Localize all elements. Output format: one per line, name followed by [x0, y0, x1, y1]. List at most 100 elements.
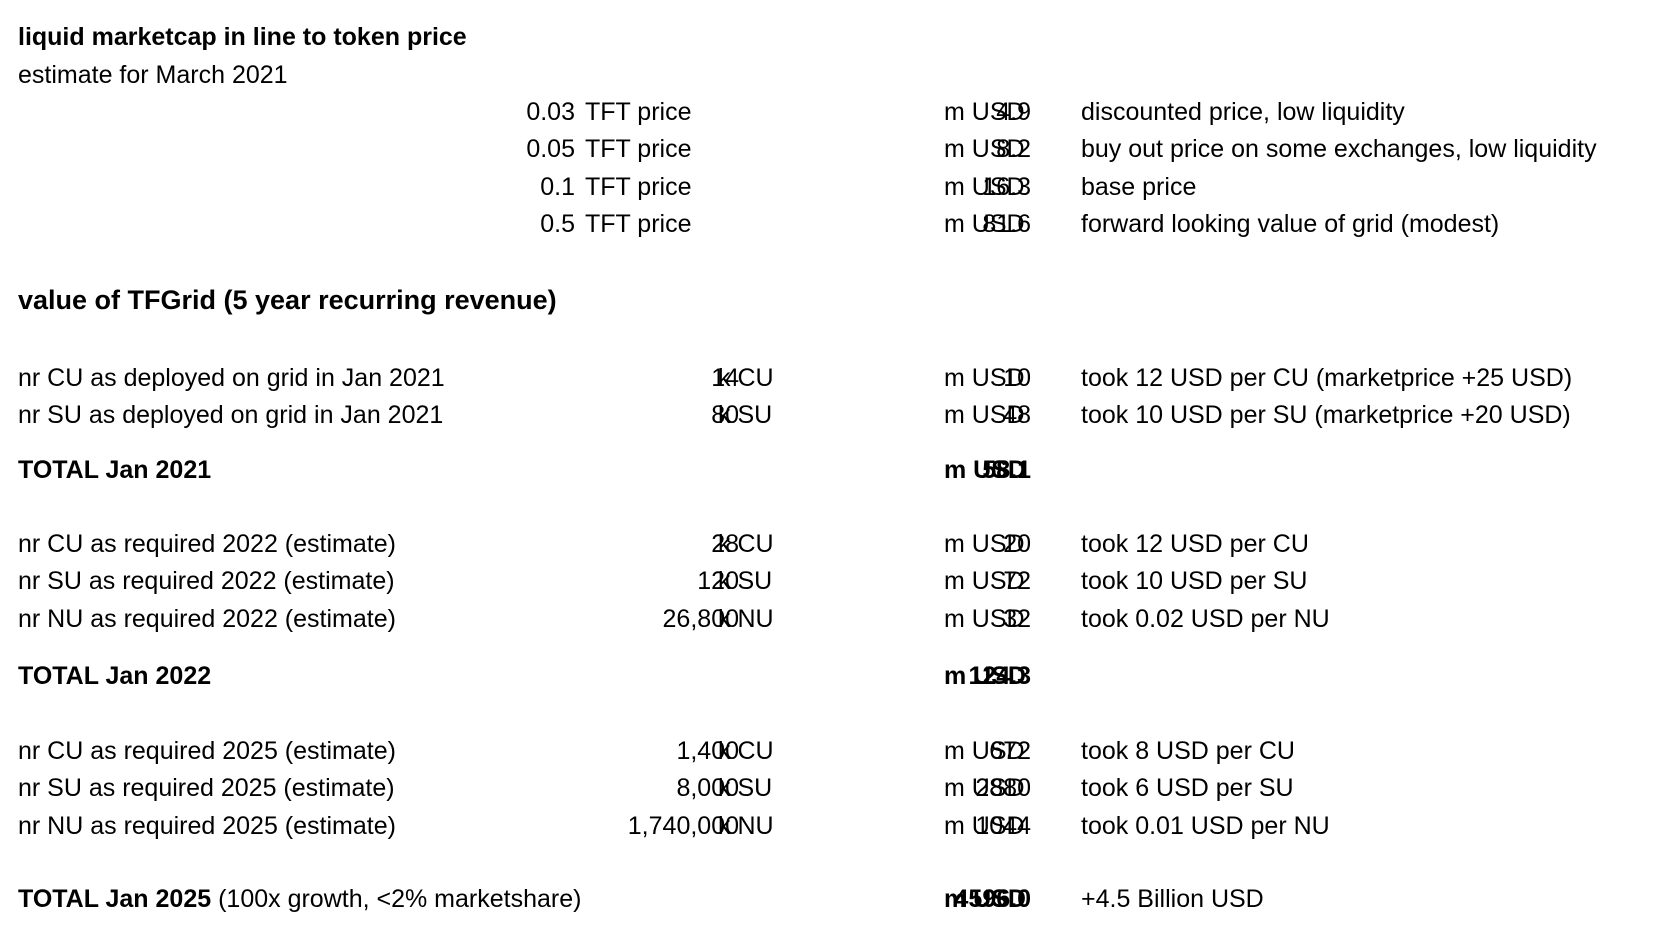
row-note: took 6 USD per SU	[1081, 774, 1294, 802]
qty-unit: k SU	[718, 774, 773, 802]
usd-value: 10	[1003, 364, 1031, 392]
row-label: nr NU as required 2022 (estimate)	[18, 605, 396, 633]
qty-unit: k SU	[718, 401, 773, 429]
marketcap-unit: m USD	[944, 210, 1025, 238]
usd-value: 1044	[975, 812, 1031, 840]
total-value: 58.1	[982, 456, 1031, 484]
total-label: TOTAL Jan 2021	[18, 456, 212, 484]
marketcap-unit: m USD	[944, 98, 1025, 126]
marketcap-value: 81.6	[982, 210, 1031, 238]
qty-unit: k CU	[718, 530, 774, 558]
price-row: 0.1 TFT price 16.3 m USD base price	[0, 168, 1676, 206]
tft-price-label: TFT price	[585, 173, 692, 201]
price-note: forward looking value of grid (modest)	[1081, 210, 1500, 238]
tft-price-value: 0.03	[526, 98, 575, 126]
qty-value: 26,800	[662, 605, 739, 633]
usd-unit: m USD	[944, 605, 1025, 633]
section-title: value of TFGrid (5 year recurring revenu…	[18, 285, 557, 315]
total-unit: m USD	[944, 885, 1026, 913]
total-unit: m USD	[944, 662, 1026, 690]
qty-unit: k SU	[718, 567, 773, 595]
qty-value: 14	[711, 364, 739, 392]
table-row: nr NU as required 2025 (estimate) 1,740,…	[0, 807, 1676, 845]
table-row: nr CU as deployed on grid in Jan 2021 14…	[0, 359, 1676, 397]
marketcap-value: 8.2	[996, 135, 1031, 163]
usd-unit: m USD	[944, 774, 1025, 802]
price-note: base price	[1081, 173, 1197, 201]
row-note: took 8 USD per CU	[1081, 737, 1295, 765]
row-note: took 12 USD per CU	[1081, 530, 1309, 558]
marketcap-value: 4.9	[996, 98, 1031, 126]
table-row: nr NU as required 2022 (estimate) 26,800…	[0, 600, 1676, 638]
price-row: 0.05 TFT price 8.2 m USD buy out price o…	[0, 130, 1676, 168]
qty-value: 80	[711, 401, 739, 429]
qty-unit: k NU	[718, 812, 774, 840]
tft-price-value: 0.5	[540, 210, 575, 238]
row-note: took 0.01 USD per NU	[1081, 812, 1330, 840]
usd-value: 2880	[975, 774, 1031, 802]
page-title: liquid marketcap in line to token price	[18, 23, 467, 51]
total-row: TOTAL Jan 2021 58.1 m USD	[0, 451, 1676, 489]
header-title-row: liquid marketcap in line to token price	[0, 18, 1676, 56]
usd-unit: m USD	[944, 567, 1025, 595]
total-note: +4.5 Billion USD	[1081, 885, 1264, 913]
total-unit: m USD	[944, 456, 1026, 484]
row-note: took 10 USD per SU (marketprice +20 USD)	[1081, 401, 1571, 429]
row-label: nr SU as deployed on grid in Jan 2021	[18, 401, 444, 429]
row-note: took 0.02 USD per NU	[1081, 605, 1330, 633]
table-row: nr SU as required 2022 (estimate) 120 k …	[0, 562, 1676, 600]
total-label: TOTAL Jan 2022	[18, 662, 212, 690]
usd-unit: m USD	[944, 364, 1025, 392]
usd-unit: m USD	[944, 737, 1025, 765]
tft-price-label: TFT price	[585, 210, 692, 238]
qty-unit: k CU	[718, 737, 774, 765]
usd-unit: m USD	[944, 401, 1025, 429]
usd-value: 672	[989, 737, 1031, 765]
total-row: TOTAL Jan 2025 (100x growth, <2% markets…	[0, 880, 1676, 918]
table-row: nr CU as required 2022 (estimate) 28 k C…	[0, 525, 1676, 563]
marketcap-unit: m USD	[944, 135, 1025, 163]
usd-value: 72	[1003, 567, 1031, 595]
qty-unit: k CU	[718, 364, 774, 392]
page-subtitle: estimate for March 2021	[18, 61, 288, 89]
tft-price-value: 0.05	[526, 135, 575, 163]
qty-value: 1,740,000	[627, 812, 739, 840]
qty-value: 28	[711, 530, 739, 558]
price-row: 0.03 TFT price 4.9 m USD discounted pric…	[0, 93, 1676, 131]
total-label-group: TOTAL Jan 2025 (100x growth, <2% markets…	[18, 880, 581, 918]
row-note: took 10 USD per SU	[1081, 567, 1308, 595]
qty-value: 8,000	[676, 774, 739, 802]
table-row: nr SU as required 2025 (estimate) 8,000 …	[0, 769, 1676, 807]
price-row: 0.5 TFT price 81.6 m USD forward looking…	[0, 205, 1676, 243]
usd-value: 48	[1003, 401, 1031, 429]
total-row: TOTAL Jan 2022 124.3 m USD	[0, 657, 1676, 695]
tft-price-label: TFT price	[585, 135, 692, 163]
usd-unit: m USD	[944, 530, 1025, 558]
tft-price-label: TFT price	[585, 98, 692, 126]
table-row: nr SU as deployed on grid in Jan 2021 80…	[0, 396, 1676, 434]
qty-unit: k NU	[718, 605, 774, 633]
row-label: nr CU as deployed on grid in Jan 2021	[18, 364, 445, 392]
tft-price-value: 0.1	[540, 173, 575, 201]
usd-value: 32	[1003, 605, 1031, 633]
marketcap-value: 16.3	[982, 173, 1031, 201]
marketcap-unit: m USD	[944, 173, 1025, 201]
total-value: 4596.0	[954, 885, 1031, 913]
row-label: nr SU as required 2025 (estimate)	[18, 774, 395, 802]
total-label-suffix: (100x growth, <2% marketshare)	[211, 885, 582, 913]
qty-value: 1,400	[676, 737, 739, 765]
row-label: nr SU as required 2022 (estimate)	[18, 567, 395, 595]
section-heading-row: value of TFGrid (5 year recurring revenu…	[0, 281, 1676, 319]
total-value: 124.3	[968, 662, 1031, 690]
qty-value: 120	[697, 567, 739, 595]
header-subtitle-row: estimate for March 2021	[0, 56, 1676, 94]
table-row: nr CU as required 2025 (estimate) 1,400 …	[0, 732, 1676, 770]
usd-unit: m USD	[944, 812, 1025, 840]
row-note: took 12 USD per CU (marketprice +25 USD)	[1081, 364, 1573, 392]
row-label: nr CU as required 2025 (estimate)	[18, 737, 396, 765]
row-label: nr NU as required 2025 (estimate)	[18, 812, 396, 840]
usd-value: 20	[1003, 530, 1031, 558]
total-label: TOTAL Jan 2025	[18, 885, 212, 913]
price-note: discounted price, low liquidity	[1081, 98, 1405, 126]
